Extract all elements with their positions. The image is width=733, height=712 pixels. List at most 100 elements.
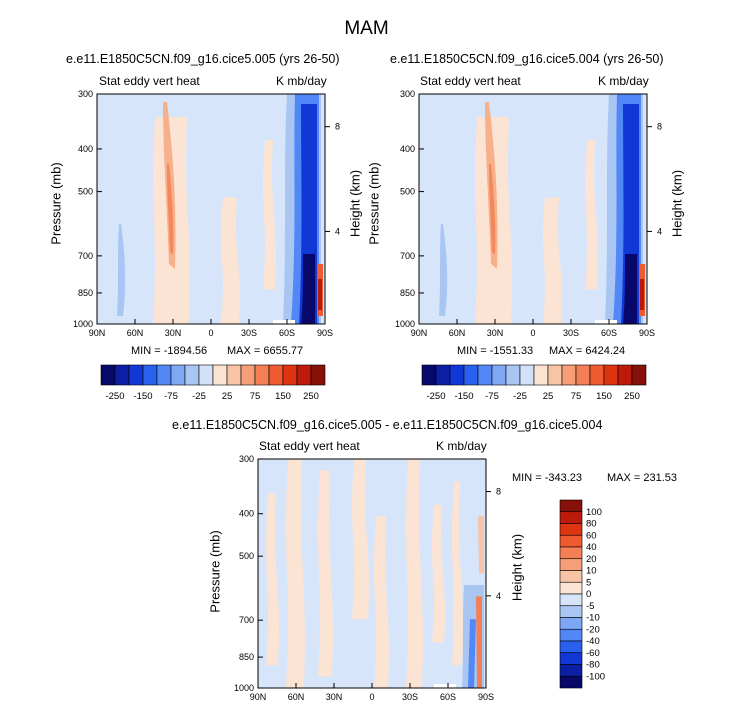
panel2-max: MAX = 6424.24: [549, 345, 626, 357]
missing-data-patch: [434, 684, 456, 688]
colorbar-swatch: [559, 640, 583, 654]
negative-wall-core: [301, 254, 315, 324]
colorbar-label: -250: [426, 391, 445, 402]
y-tick-label: 500: [400, 187, 415, 197]
positive-band: [406, 459, 423, 688]
colorbar-label: -20: [586, 624, 600, 635]
positive-band: [452, 481, 463, 666]
colorbar-swatch: [559, 581, 583, 595]
negative-diff-core: [468, 619, 476, 688]
colorbar-label: 250: [624, 391, 640, 402]
colorbar-swatch: [156, 364, 172, 386]
x-tick-label: 60S: [279, 328, 295, 338]
right-tick-label: 8: [496, 487, 501, 497]
colorbar-swatch: [449, 364, 465, 386]
colorbar-swatch: [559, 523, 583, 536]
y-tick-label: 300: [400, 89, 415, 99]
colorbar-swatch: [559, 534, 583, 548]
positive-band: [266, 493, 279, 666]
colorbar-swatch: [491, 364, 507, 386]
colorbar-label: 150: [275, 391, 291, 402]
colorbar-swatch: [505, 364, 521, 386]
panel1-colorbar: -250 -150 -75 -25 25 75 150 250: [100, 364, 326, 402]
x-tick-label: 30N: [326, 692, 343, 702]
colorbar-swatch: [212, 364, 228, 386]
colorbar-label: 25: [222, 391, 233, 402]
panel2-ylabel: Pressure (mb): [366, 162, 382, 245]
panel3-right-label: K mb/day: [436, 439, 487, 453]
colorbar-swatch: [310, 364, 326, 386]
colorbar-label: 0: [586, 589, 591, 600]
panel3-ylabel-right: Height (km): [509, 533, 525, 602]
y-tick-label: 1000: [234, 683, 254, 693]
colorbar-swatch: [142, 364, 158, 386]
colorbar-label: 250: [303, 391, 319, 402]
colorbar-swatch: [559, 675, 583, 689]
colorbar-swatch: [559, 558, 583, 571]
y-tick-label: 500: [239, 551, 254, 561]
colorbar-swatch: [603, 364, 619, 386]
right-tick-label: 8: [657, 122, 662, 132]
colorbar-swatch: [463, 364, 479, 386]
colorbar-label: -40: [586, 636, 600, 647]
colorbar-swatch: [184, 364, 200, 386]
colorbar-swatch: [128, 364, 144, 386]
colorbar-label: -10: [586, 613, 600, 624]
panel3-max: MAX = 231.53: [607, 472, 678, 484]
x-tick-label: 0: [369, 692, 374, 702]
positive-spot-core: [640, 279, 644, 310]
negative-wall-core: [623, 254, 637, 324]
panel1-min: MIN = -1894.56: [131, 345, 208, 357]
panel2-min: MIN = -1551.33: [457, 345, 534, 357]
negative-patch-60n: [117, 224, 126, 316]
x-tick-label: 30S: [402, 692, 418, 702]
panel1-ylabel-right: Height (km): [347, 169, 363, 238]
positive-band: [374, 516, 389, 688]
colorbar-label: -75: [164, 391, 178, 402]
x-tick-label: 30S: [241, 328, 257, 338]
positive-core-30n: [167, 164, 174, 254]
colorbar-swatch: [268, 364, 284, 386]
y-tick-label: 400: [400, 144, 415, 154]
y-tick-label: 700: [400, 251, 415, 261]
panel3-plot: 90N 60N 30N 0 30S 60S 90S 300 400 500 700 850 1000 8 4: [234, 454, 501, 702]
x-tick-label: 60N: [288, 692, 305, 702]
y-tick-label: 400: [78, 144, 93, 154]
colorbar-swatch: [589, 364, 605, 386]
colorbar-swatch: [559, 546, 583, 560]
colorbar-label: -5: [586, 601, 594, 612]
positive-band: [543, 197, 562, 324]
x-tick-label: 90S: [478, 692, 494, 702]
colorbar-label: -150: [133, 391, 152, 402]
x-tick-label: 60S: [601, 328, 617, 338]
colorbar-swatch: [519, 364, 535, 386]
positive-band: [352, 459, 369, 620]
colorbar-swatch: [435, 364, 451, 386]
x-tick-label: 30N: [487, 328, 504, 338]
panel1-right-label: K mb/day: [276, 74, 327, 88]
x-tick-label: 30S: [563, 328, 579, 338]
positive-band: [286, 459, 305, 688]
colorbar-swatch: [559, 664, 583, 677]
panel1-left-label: Stat eddy vert heat: [99, 74, 200, 88]
colorbar-label: 25: [543, 391, 554, 402]
colorbar-label: 75: [571, 391, 582, 402]
positive-core-30n: [489, 164, 496, 254]
right-tick-label: 4: [657, 226, 662, 236]
positive-band: [221, 197, 240, 324]
positive-band: [585, 140, 598, 290]
figure-title: MAM: [344, 18, 389, 39]
colorbar-label: 100: [586, 507, 602, 518]
y-tick-label: 1000: [73, 319, 93, 329]
colorbar-label: -75: [485, 391, 499, 402]
missing-data-patch: [273, 320, 295, 324]
y-tick-label: 1000: [395, 319, 415, 329]
colorbar-label: -80: [586, 660, 600, 671]
y-tick-label: 700: [78, 251, 93, 261]
colorbar-swatch: [240, 364, 256, 386]
y-tick-label: 850: [78, 288, 93, 298]
y-tick-label: 300: [239, 454, 254, 464]
panel2-plot: 90N 60N 30N 0 30S 60S 90S 300 400 500 700 850 1000 8 4: [395, 89, 662, 338]
colorbar-swatch: [170, 364, 186, 386]
